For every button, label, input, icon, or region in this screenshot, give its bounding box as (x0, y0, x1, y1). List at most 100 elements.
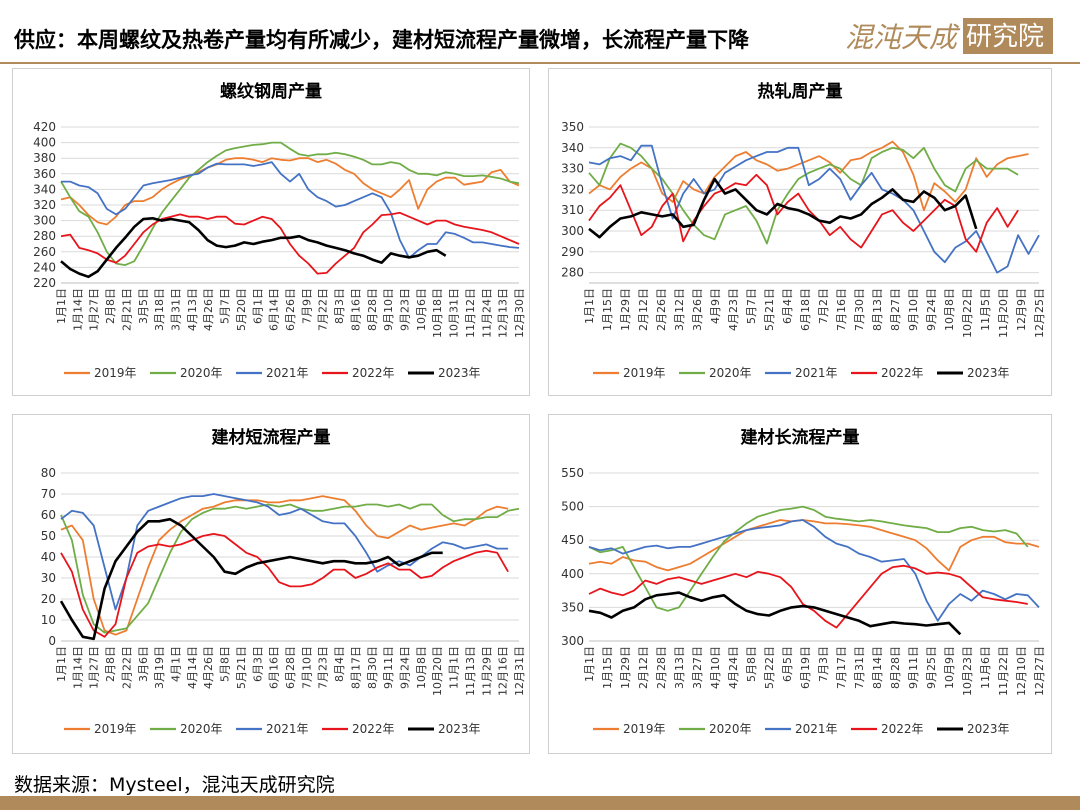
x-tick-label: 4月9日 (709, 288, 722, 324)
x-tick-label: 5月21日 (235, 646, 248, 689)
series-line-2020年 (588, 505, 1029, 612)
series-line-2020年 (60, 141, 520, 267)
legend-label: 2023年 (438, 722, 481, 736)
y-tick-label: 450 (561, 533, 584, 547)
x-tick-label: 12月31日 (513, 646, 526, 696)
series-line-2020年 (60, 503, 520, 634)
y-tick-label: 310 (561, 203, 584, 217)
series-line-2023年 (588, 591, 962, 636)
legend-label: 2023年 (438, 366, 481, 380)
chart-panel-rebar: 螺纹钢周产量 220 240 260 280 300 320 340 360 380 400 420 1… (12, 68, 530, 396)
page-title: 供应：本周螺纹及热卷产量均有所减少，建材短流程产量微增，长流程产量下降 (14, 28, 749, 52)
x-tick-label: 2月8日 (104, 288, 117, 324)
x-tick-label: 5月8日 (745, 646, 758, 682)
y-tick-label: 400 (33, 136, 56, 150)
y-tick-label: 240 (33, 260, 56, 274)
x-tick-label: 6月28日 (284, 646, 297, 689)
y-tick-label: 40 (41, 550, 56, 564)
x-tick-label: 11月6日 (979, 646, 992, 689)
x-tick-label: 1月15日 (601, 646, 614, 689)
y-tick-label: 550 (561, 466, 584, 480)
x-tick-label: 8月13日 (871, 288, 884, 331)
x-tick-label: 8月28日 (366, 288, 379, 331)
x-tick-label: 7月16日 (835, 288, 848, 331)
x-tick-label: 7月22日 (317, 288, 330, 331)
footer-band (0, 796, 1080, 810)
x-tick-label: 7月10日 (300, 646, 313, 689)
x-tick-label: 7月3日 (817, 646, 830, 682)
x-tick-label: 12月13日 (497, 288, 510, 338)
y-tick-label: 50 (41, 529, 56, 543)
y-tick-label: 60 (41, 508, 56, 522)
x-tick-label: 4月23日 (727, 288, 740, 331)
x-tick-label: 2月22日 (120, 646, 133, 689)
x-tick-label: 9月23日 (399, 288, 412, 331)
x-tick-label: 4月1日 (170, 646, 183, 682)
x-tick-label: 8月17日 (349, 646, 362, 689)
x-tick-label: 1月14日 (71, 646, 84, 689)
y-tick-label: 340 (33, 182, 56, 196)
x-tick-label: 10月23日 (961, 646, 974, 696)
x-tick-label: 11月20日 (997, 288, 1010, 338)
x-tick-label: 1月15日 (601, 288, 614, 331)
x-tick-label: 2月12日 (637, 288, 650, 331)
y-tick-label: 280 (33, 229, 56, 243)
chart-bf-output: 建材长流程产量 300 350 400 450 500 550 1月1日 1月15日 1月29日 2… (561, 427, 1046, 736)
x-tick-label: 6月14日 (268, 288, 281, 331)
series-line-2021年 (588, 144, 1040, 274)
svg-text:混沌天成: 混沌天成 (845, 21, 961, 54)
x-tick-label: 3月5日 (137, 288, 150, 324)
legend-label: 2020年 (180, 722, 223, 736)
series-line-2019年 (60, 157, 520, 226)
chart-panel-eaf: 建材短流程产量 0 10 20 30 40 50 60 70 80 1月1日 1月14日 1月27日 2月… (12, 414, 530, 754)
y-tick-label: 300 (561, 224, 584, 238)
x-tick-label: 7月9日 (300, 288, 313, 324)
series-line-2023年 (588, 177, 978, 239)
x-tick-label: 6月1日 (251, 288, 264, 324)
chart-title: 建材长流程产量 (741, 427, 860, 448)
x-tick-label: 8月4日 (333, 646, 346, 682)
x-tick-label: 3月13日 (673, 646, 686, 689)
x-tick-label: 7月30日 (853, 288, 866, 331)
x-tick-label: 4月24日 (727, 646, 740, 689)
x-tick-label: 10月31日 (448, 288, 461, 338)
x-tick-label: 11月13日 (464, 646, 477, 696)
series-line-2019年 (588, 140, 1029, 212)
x-tick-label: 2月26日 (655, 288, 668, 331)
legend-label: 2019年 (94, 366, 137, 380)
x-tick-label: 10月8日 (943, 288, 956, 331)
x-tick-label: 11月1日 (448, 646, 461, 689)
x-tick-label: 1月1日 (55, 646, 68, 682)
x-tick-label: 12月30日 (513, 288, 526, 338)
x-tick-label: 6月26日 (284, 288, 297, 331)
series-line-2022年 (60, 211, 520, 275)
x-tick-label: 2月28日 (655, 646, 668, 689)
x-tick-label: 4月26日 (202, 288, 215, 331)
x-tick-label: 3月12日 (673, 288, 686, 331)
y-tick-label: 30 (41, 571, 56, 585)
x-tick-label: 3月31日 (170, 288, 183, 331)
series-line-2023年 (60, 217, 447, 279)
x-tick-label: 8月28日 (889, 646, 902, 689)
x-tick-label: 1月14日 (71, 288, 84, 331)
x-tick-label: 12月10日 (1015, 646, 1028, 696)
x-tick-label: 6月4日 (781, 288, 794, 324)
legend-label: 2023年 (967, 366, 1010, 380)
legend-label: 2019年 (94, 722, 137, 736)
x-tick-label: 7月2日 (817, 288, 830, 324)
x-tick-label: 1月29日 (619, 646, 632, 689)
x-tick-label: 6月19日 (799, 646, 812, 689)
legend-label: 2020年 (709, 722, 752, 736)
legend-label: 2021年 (795, 722, 838, 736)
x-tick-label: 7月31日 (853, 646, 866, 689)
y-tick-label: 20 (41, 592, 56, 606)
x-tick-label: 3月26日 (691, 288, 704, 331)
x-tick-label: 5月22日 (763, 646, 776, 689)
x-tick-label: 4月13日 (186, 288, 199, 331)
y-tick-label: 400 (561, 567, 584, 581)
series-line-2021年 (588, 519, 1040, 622)
x-tick-label: 8月27日 (889, 288, 902, 331)
series-line-2022年 (588, 173, 1019, 253)
legend-label: 2022年 (352, 722, 395, 736)
